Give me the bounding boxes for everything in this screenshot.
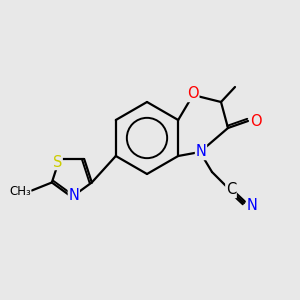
Text: CH₃: CH₃ <box>9 185 31 198</box>
Text: N: N <box>68 188 79 202</box>
Text: O: O <box>250 113 262 128</box>
Text: C: C <box>226 182 236 197</box>
Text: O: O <box>187 86 199 101</box>
Text: N: N <box>247 199 257 214</box>
Text: S: S <box>53 154 62 169</box>
Text: N: N <box>196 145 206 160</box>
